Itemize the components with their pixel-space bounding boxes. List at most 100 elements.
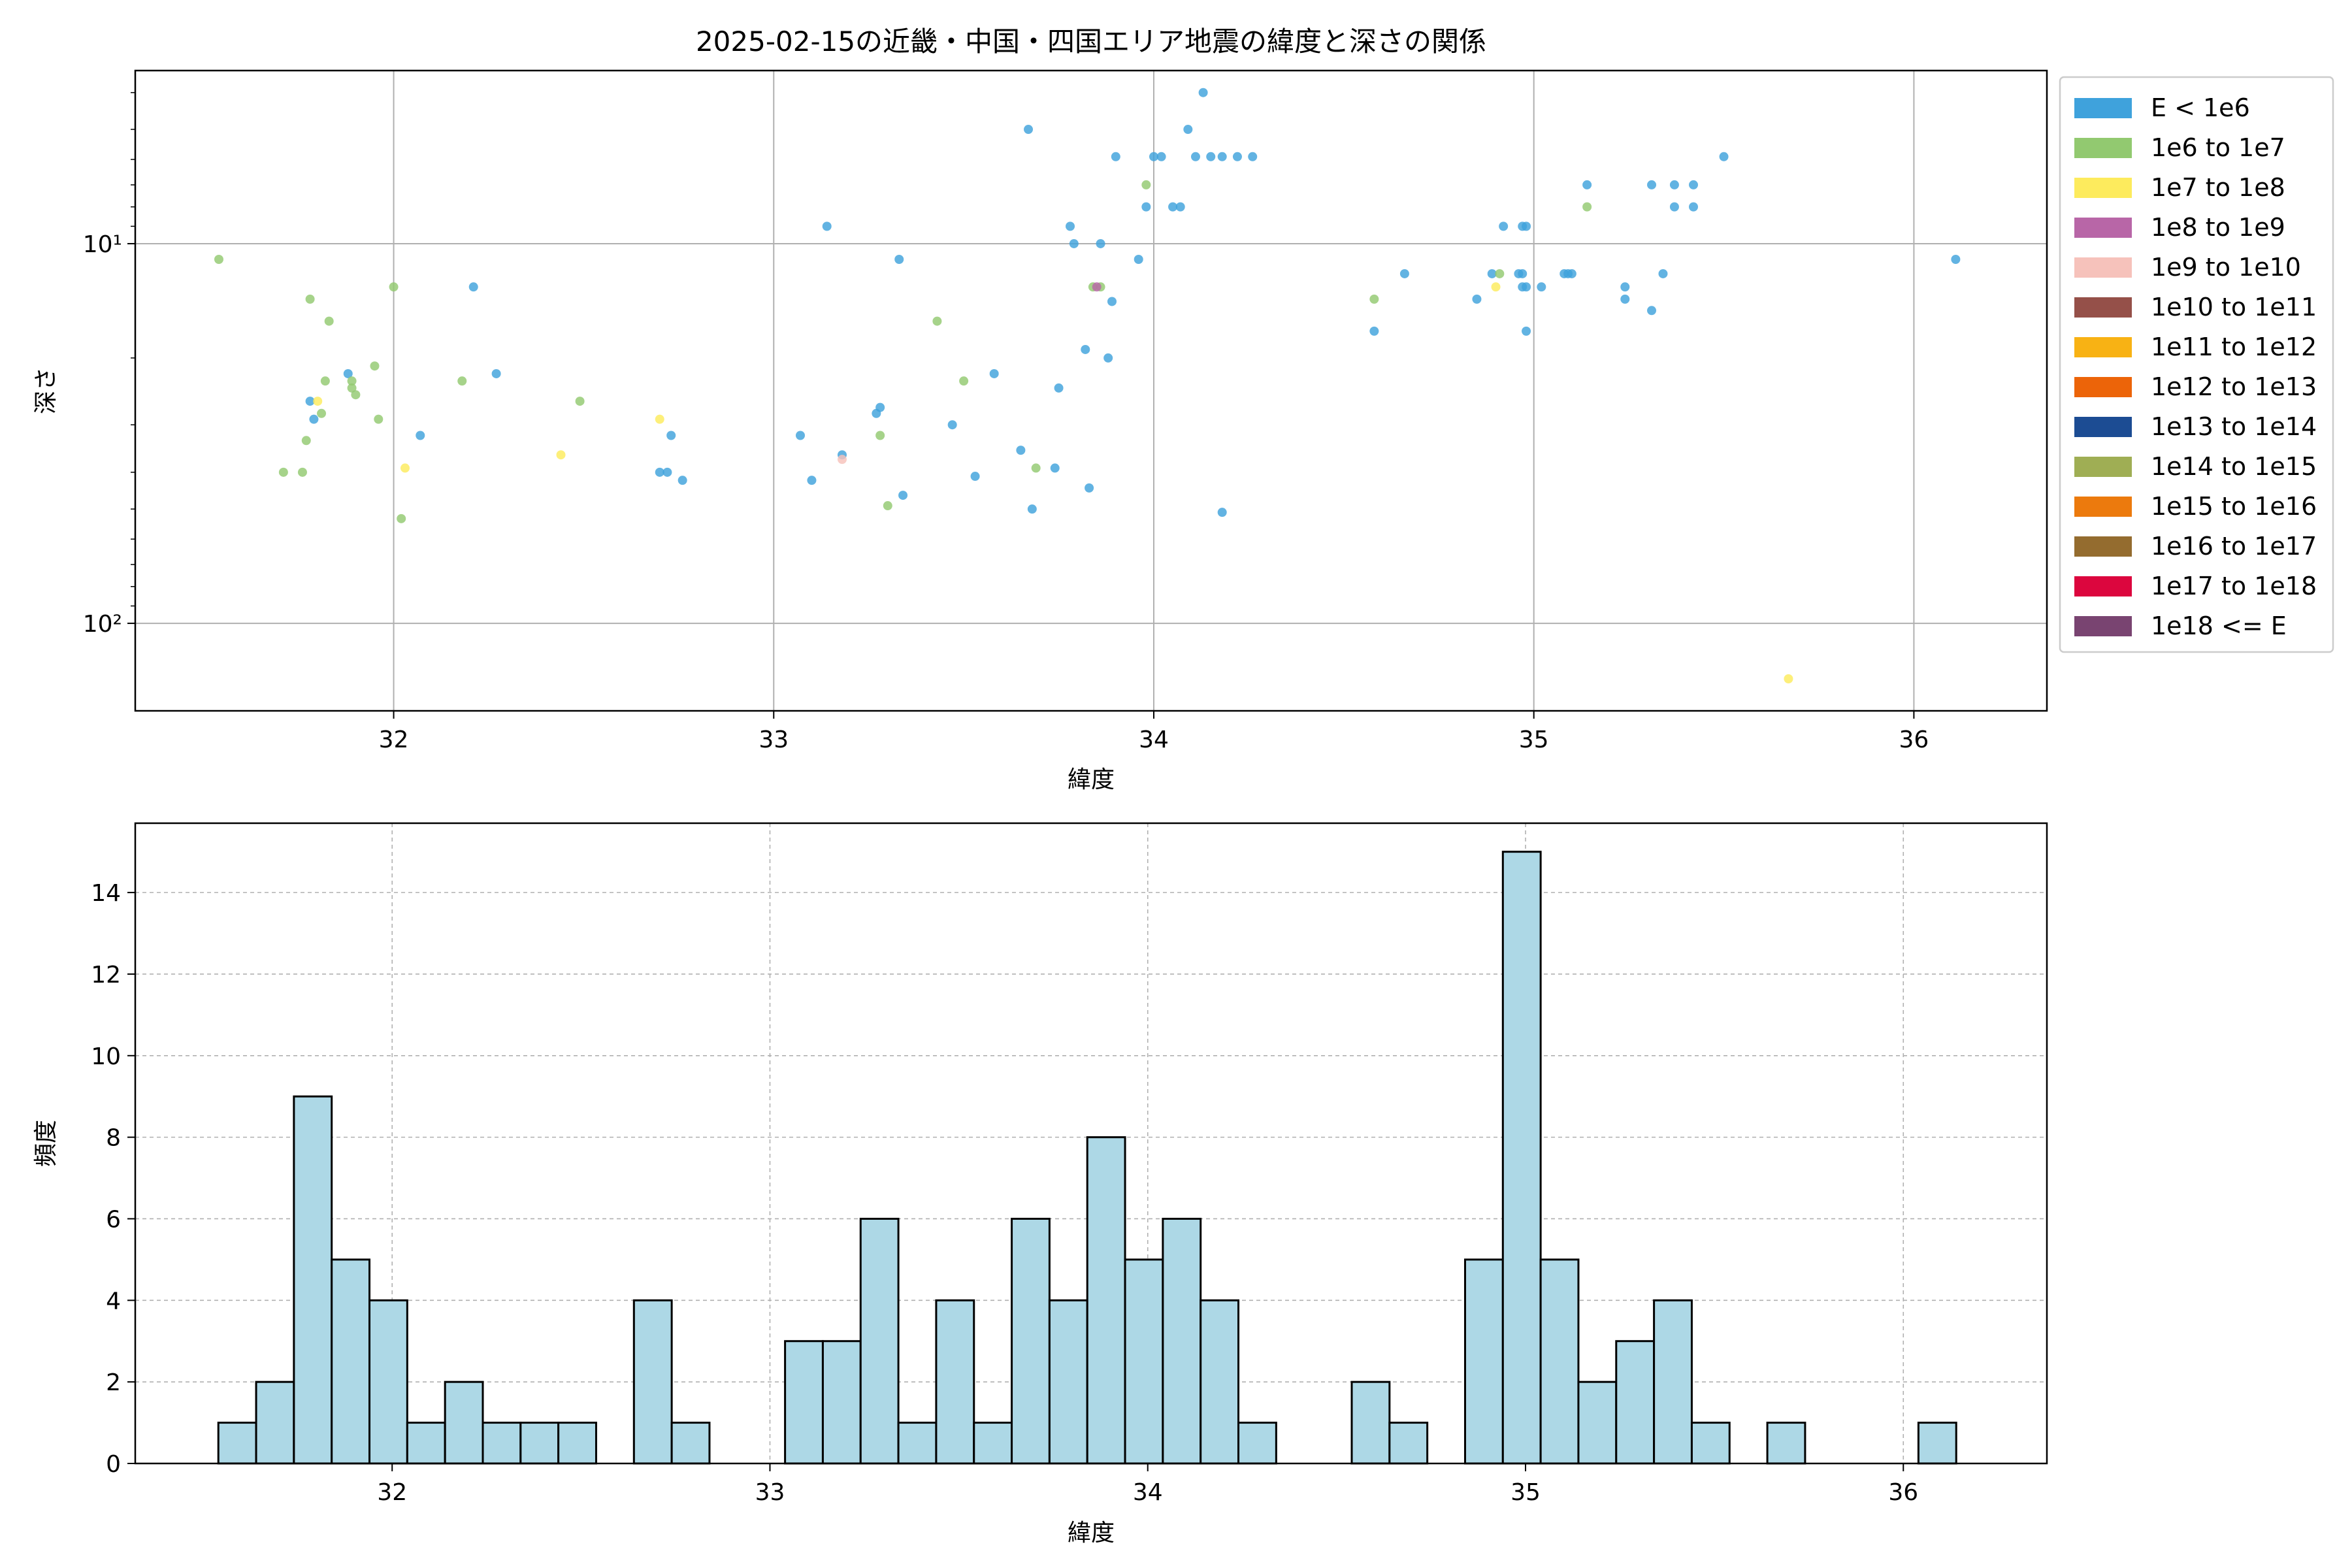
- scatter-point: [1647, 180, 1657, 189]
- scatter-y-tick-label: 10¹: [83, 231, 122, 258]
- histogram-bar: [1048, 1299, 1088, 1465]
- scatter-point: [1085, 483, 1094, 493]
- scatter-x-tick-label: 36: [1899, 727, 1929, 753]
- scatter-point: [374, 414, 384, 424]
- histogram-bar: [1615, 1340, 1656, 1465]
- scatter-point: [1149, 152, 1158, 161]
- scatter-point: [1111, 152, 1120, 161]
- scatter-axes-frame: [134, 69, 2048, 712]
- scatter-point: [1499, 221, 1509, 231]
- histogram-x-tick-label: 33: [755, 1479, 785, 1506]
- scatter-point: [1217, 152, 1227, 161]
- legend-label: 1e14 to 1e15: [2151, 452, 2317, 481]
- histogram-y-tick-label: 14: [91, 880, 121, 907]
- scatter-point: [989, 368, 999, 378]
- scatter-points: [214, 88, 1961, 683]
- scatter-point: [894, 255, 904, 265]
- scatter-point: [875, 402, 885, 412]
- scatter-point: [1689, 180, 1699, 189]
- scatter-point: [1620, 294, 1630, 304]
- histogram-bar: [1463, 1258, 1504, 1465]
- scatter-point: [875, 431, 885, 440]
- scatter-point: [1495, 269, 1505, 278]
- histogram-axes-frame: [134, 822, 2048, 1465]
- scatter-point: [389, 282, 399, 292]
- scatter-point: [1217, 508, 1227, 517]
- legend-swatch: [2074, 98, 2132, 118]
- legend-swatch: [2074, 257, 2132, 278]
- histogram-bar: [1350, 1380, 1391, 1465]
- scatter-point: [947, 420, 957, 430]
- histogram-y-tick-label: 10: [91, 1043, 121, 1070]
- scatter-point: [397, 514, 406, 523]
- scatter-point: [468, 282, 478, 292]
- scatter-point: [1669, 180, 1679, 189]
- scatter-point: [1951, 255, 1961, 265]
- scatter-point: [343, 368, 353, 378]
- legend-swatch: [2074, 178, 2132, 198]
- legend-label: 1e11 to 1e12: [2151, 333, 2317, 361]
- histogram-bar: [255, 1380, 295, 1465]
- histogram-bar: [1766, 1422, 1806, 1465]
- histogram-bar: [784, 1340, 824, 1465]
- scatter-point: [214, 255, 223, 265]
- scatter-point: [655, 467, 664, 477]
- legend-swatch: [2074, 218, 2132, 238]
- histogram-x-tick-label: 34: [1133, 1479, 1163, 1506]
- scatter-point: [400, 463, 410, 473]
- histogram-bar: [368, 1299, 408, 1465]
- histogram-bar: [897, 1422, 938, 1465]
- scatter-point: [1248, 152, 1258, 161]
- scatter-x-axis-label: 緯度: [1068, 766, 1115, 793]
- scatter-point: [1183, 125, 1193, 135]
- scatter-point: [1103, 353, 1113, 363]
- legend-label: 1e10 to 1e11: [2151, 293, 2317, 321]
- scatter-point: [1024, 125, 1034, 135]
- scatter-point: [1081, 344, 1090, 354]
- scatter-point: [556, 450, 566, 460]
- scatter-y-tick-label: 10²: [83, 611, 122, 638]
- scatter-point: [347, 383, 357, 393]
- scatter-point: [1168, 202, 1178, 212]
- scatter-point: [1232, 152, 1242, 161]
- scatter-point: [1027, 504, 1037, 514]
- histogram-y-tick-label: 8: [106, 1125, 121, 1152]
- legend-swatch: [2074, 337, 2132, 357]
- scatter-point: [305, 397, 315, 406]
- histogram-x-axis-label: 緯度: [1068, 1520, 1115, 1546]
- scatter-title: 2025-02-15の近畿・中国・四国エリア地震の緯度と深さの関係: [696, 25, 1486, 57]
- histogram-ticks: 32 33 34 35 36 0 2 4 6 8 10 12 14: [91, 880, 1918, 1506]
- scatter-point: [822, 221, 832, 231]
- scatter-point: [1054, 383, 1064, 393]
- legend-label: 1e6 to 1e7: [2151, 133, 2285, 162]
- histogram-x-tick-label: 32: [377, 1479, 407, 1506]
- scatter-point: [1175, 202, 1185, 212]
- histogram-bar: [670, 1422, 711, 1465]
- scatter-point: [1522, 282, 1531, 292]
- scatter-point: [1487, 269, 1497, 278]
- histogram-bar: [331, 1258, 371, 1465]
- legend-label: 1e18 <= E: [2151, 612, 2287, 640]
- histogram-bar: [632, 1299, 673, 1465]
- legend-label: 1e17 to 1e18: [2151, 572, 2317, 600]
- scatter-point: [1669, 202, 1679, 212]
- histogram-y-tick-label: 12: [91, 962, 121, 988]
- scatter-x-tick-label: 34: [1139, 727, 1169, 753]
- histogram-bar: [821, 1340, 862, 1465]
- histogram-bar: [519, 1422, 560, 1465]
- scatter-point: [1567, 269, 1576, 278]
- scatter-point: [1658, 269, 1668, 278]
- scatter-point: [1066, 221, 1075, 231]
- scatter-point: [491, 368, 501, 378]
- scatter-point: [1069, 238, 1079, 248]
- legend-label: 1e12 to 1e13: [2151, 372, 2317, 401]
- scatter-point: [313, 397, 323, 406]
- legend-swatch: [2074, 377, 2132, 397]
- scatter-point: [932, 316, 942, 326]
- histogram-bar: [1653, 1299, 1693, 1465]
- legend-swatch: [2074, 138, 2132, 158]
- scatter-point: [807, 476, 817, 485]
- scatter-point: [575, 397, 585, 406]
- scatter-point: [324, 316, 334, 326]
